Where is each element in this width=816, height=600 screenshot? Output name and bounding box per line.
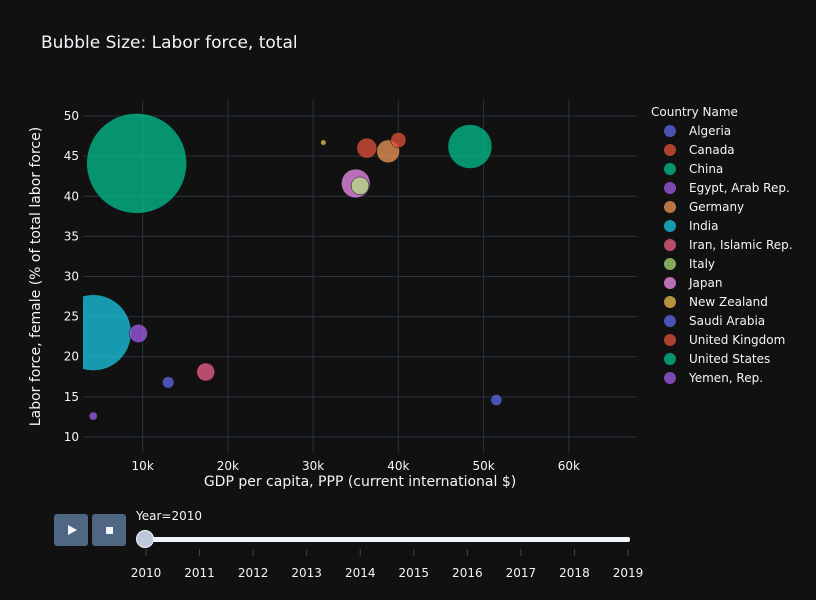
bubble-iran-islamic-rep-[interactable]: [196, 362, 215, 382]
chart-title: Bubble Size: Labor force, total: [41, 33, 298, 53]
x-tick-label: 20k: [217, 459, 239, 473]
bubble-united-kingdom[interactable]: [356, 137, 378, 159]
legend-item[interactable]: Germany: [664, 200, 744, 214]
legend-label: Germany: [689, 200, 744, 214]
legend-item[interactable]: Canada: [664, 143, 735, 157]
legend-label: United Kingdom: [689, 333, 785, 347]
x-axis-title: GDP per capita, PPP (current internation…: [204, 474, 516, 490]
slider-year-2010[interactable]: 2010: [130, 566, 162, 580]
y-tick-label: 35: [64, 229, 79, 243]
legend-marker: [664, 258, 676, 270]
x-tick-label: 40k: [387, 459, 409, 473]
slider-year-2013[interactable]: 2013: [291, 566, 322, 580]
stop-icon: [105, 526, 113, 534]
x-tick-label: 50k: [472, 459, 494, 473]
legend-marker: [664, 315, 676, 327]
slider-current-label: Year=2010: [136, 509, 202, 523]
slider-year-2018[interactable]: 2018: [559, 566, 590, 580]
x-tick-label: 10k: [132, 459, 154, 473]
legend-item[interactable]: Italy: [664, 257, 715, 271]
bubble-canada[interactable]: [390, 132, 407, 149]
legend-label: Algeria: [689, 124, 731, 138]
legend-marker: [664, 277, 676, 289]
bubble-saudi-arabia[interactable]: [490, 394, 503, 406]
legend-item[interactable]: China: [664, 162, 723, 176]
bubble-united-states[interactable]: [447, 124, 493, 169]
y-tick-label: 10: [64, 430, 79, 444]
legend-marker: [664, 125, 676, 137]
bubble-china[interactable]: [86, 113, 187, 214]
legend-marker: [664, 182, 676, 194]
legend-item[interactable]: Saudi Arabia: [664, 314, 765, 328]
play-icon: [67, 525, 77, 535]
legend-marker: [664, 239, 676, 251]
slider-year-2017[interactable]: 2017: [505, 566, 537, 580]
x-tick-label: 30k: [302, 459, 324, 473]
legend-item[interactable]: Yemen, Rep.: [664, 371, 763, 385]
legend-title: Country Name: [651, 105, 738, 119]
x-tick-label: 60k: [558, 459, 580, 473]
bubbles-group: [83, 113, 503, 421]
bubble-italy[interactable]: [350, 176, 370, 195]
y-tick-label: 25: [64, 310, 79, 324]
legend-label: Egypt, Arab Rep.: [689, 181, 790, 195]
legend-label: Japan: [688, 276, 722, 290]
y-tick-label: 40: [64, 189, 79, 203]
bubble-yemen-rep-[interactable]: [88, 411, 98, 421]
legend-label: Iran, Islamic Rep.: [689, 238, 793, 252]
legend-marker: [664, 201, 676, 213]
bubble-algeria[interactable]: [162, 376, 175, 389]
legend-marker: [664, 353, 676, 365]
legend-item[interactable]: Iran, Islamic Rep.: [664, 238, 793, 252]
slider-year-2016[interactable]: 2016: [452, 566, 483, 580]
slider-year-2014[interactable]: 2014: [344, 566, 376, 580]
slider-knob[interactable]: [136, 530, 154, 548]
legend-marker: [664, 296, 676, 308]
slider-track[interactable]: [144, 537, 630, 542]
y-tick-label: 50: [64, 109, 79, 123]
legend-item[interactable]: India: [664, 219, 718, 233]
legend-item[interactable]: United States: [664, 352, 770, 366]
y-tick-label: 20: [64, 350, 79, 364]
legend-label: China: [689, 162, 723, 176]
bubble-new-zealand[interactable]: [320, 139, 327, 146]
legend-label: New Zealand: [689, 295, 768, 309]
slider-year-2011[interactable]: 2011: [184, 566, 215, 580]
y-tick-label: 30: [64, 270, 79, 284]
legend-marker: [664, 372, 676, 384]
play-button[interactable]: [54, 514, 88, 546]
legend-item[interactable]: Egypt, Arab Rep.: [664, 181, 790, 195]
legend-label: Canada: [689, 143, 735, 157]
legend-label: Italy: [689, 257, 715, 271]
legend-label: Saudi Arabia: [689, 314, 765, 328]
bubble-egypt-arab-rep-[interactable]: [128, 324, 148, 343]
legend-marker: [664, 220, 676, 232]
y-tick-label: 45: [64, 149, 79, 163]
legend-item[interactable]: New Zealand: [664, 295, 768, 309]
legend-item[interactable]: Japan: [664, 276, 722, 290]
legend-item[interactable]: United Kingdom: [664, 333, 785, 347]
legend-label: Yemen, Rep.: [688, 371, 763, 385]
legend-item[interactable]: Algeria: [664, 124, 731, 138]
legend-label: United States: [689, 352, 770, 366]
legend-marker: [664, 334, 676, 346]
slider-year-2012[interactable]: 2012: [237, 566, 269, 580]
slider-year-2019[interactable]: 2019: [612, 566, 644, 580]
stop-button[interactable]: [92, 514, 126, 546]
y-axis-title: Labor force, female (% of total labor fo…: [28, 127, 44, 426]
legend-label: India: [689, 219, 718, 233]
y-tick-label: 15: [64, 390, 79, 404]
legend-marker: [664, 144, 676, 156]
legend-marker: [664, 163, 676, 175]
slider-year-2015[interactable]: 2015: [398, 566, 430, 580]
